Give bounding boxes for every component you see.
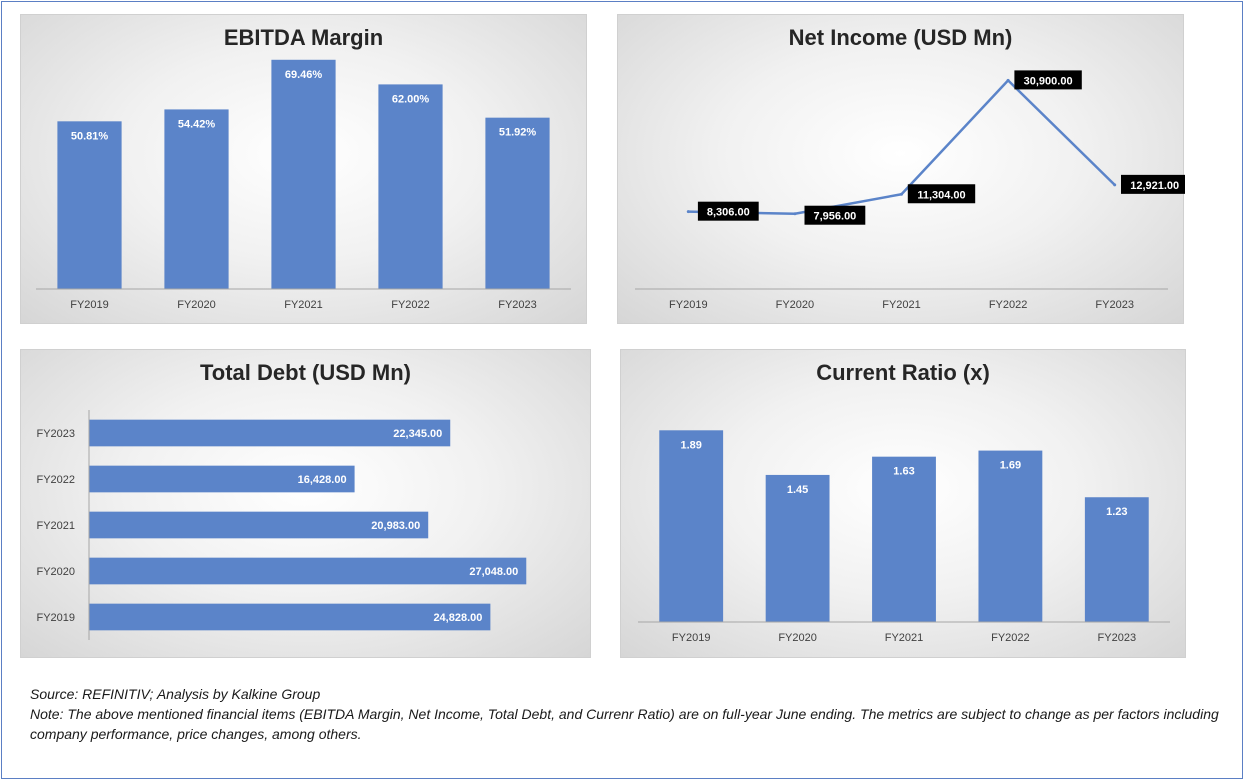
data-label-fy2021: 1.63 bbox=[893, 466, 914, 478]
data-label-fy2023: 1.23 bbox=[1106, 506, 1127, 518]
y-tick-fy2021: FY2021 bbox=[36, 520, 75, 532]
ebitda-margin-plot: 50.81% FY2019 54.42% FY2020 69.46% FY2021 62.0… bbox=[36, 59, 571, 311]
notes: Source: REFINITIV; Analysis by Kalkine G… bbox=[30, 684, 1230, 744]
data-label-box-fy2023 bbox=[1121, 174, 1185, 194]
bar-fy2021 bbox=[872, 456, 936, 622]
data-label-fy2022: 30,900.00 bbox=[1024, 75, 1073, 87]
x-tick-fy2023: FY2023 bbox=[1098, 632, 1137, 644]
point-fy2021 bbox=[900, 192, 903, 196]
bar-fy2020 bbox=[89, 557, 527, 585]
x-tick-fy2021: FY2021 bbox=[882, 299, 921, 311]
bar-fy2022 bbox=[978, 450, 1043, 622]
data-label-fy2020: 54.42% bbox=[178, 118, 216, 130]
x-tick-fy2022: FY2022 bbox=[989, 299, 1028, 311]
bar-fy2021 bbox=[271, 59, 336, 290]
source-note: Source: REFINITIV; Analysis by Kalkine G… bbox=[30, 686, 321, 702]
data-label-box-fy2020 bbox=[804, 205, 866, 225]
bar-fy2020 bbox=[164, 109, 229, 289]
y-tick-fy2020: FY2020 bbox=[36, 566, 75, 578]
y-tick-fy2022: FY2022 bbox=[36, 474, 75, 486]
data-label-box-fy2021 bbox=[907, 184, 976, 204]
x-tick-fy2019: FY2019 bbox=[672, 632, 711, 644]
data-label-fy2021: 20,983.00 bbox=[371, 520, 420, 532]
data-label-fy2023: 12,921.00 bbox=[1130, 180, 1179, 192]
data-label-box-fy2022 bbox=[1014, 70, 1082, 90]
data-label-fy2019: 8,306.00 bbox=[707, 207, 750, 219]
bar-fy2022 bbox=[89, 465, 355, 493]
bar-fy2021 bbox=[89, 511, 429, 539]
chart-title: Net Income (USD Mn) bbox=[788, 25, 1013, 50]
current-ratio-plot: 1.89 FY2019 1.45 FY2020 1.63 FY2021 1.69 FY2022… bbox=[638, 430, 1170, 644]
data-label-fy2023: 22,345.00 bbox=[393, 428, 442, 440]
y-tick-fy2019: FY2019 bbox=[36, 612, 75, 624]
x-tick-fy2023: FY2023 bbox=[1095, 299, 1134, 311]
x-tick-fy2022: FY2022 bbox=[991, 632, 1030, 644]
point-fy2023 bbox=[1113, 183, 1117, 187]
data-label-box-fy2019 bbox=[697, 201, 759, 221]
bar-fy2023 bbox=[1084, 497, 1149, 622]
disclaimer-note: Note: The above mentioned financial item… bbox=[30, 706, 1219, 742]
x-tick-fy2020: FY2020 bbox=[177, 299, 216, 311]
data-label-fy2019: 1.89 bbox=[680, 439, 701, 451]
x-tick-fy2020: FY2020 bbox=[776, 299, 815, 311]
bar-fy2019 bbox=[659, 430, 724, 622]
point-fy2019 bbox=[686, 210, 690, 214]
bar-fy2020 bbox=[765, 474, 830, 622]
x-tick-fy2019: FY2019 bbox=[70, 299, 109, 311]
y-tick-fy2023: FY2023 bbox=[36, 428, 75, 440]
ebitda-margin-chart: EBITDA Margin 50.81% FY2019 54.42% FY2020 69… bbox=[20, 14, 587, 324]
point-fy2022 bbox=[1006, 78, 1010, 82]
data-label-fy2020: 7,956.00 bbox=[813, 211, 856, 223]
x-tick-fy2022: FY2022 bbox=[391, 299, 430, 311]
chart-title: EBITDA Margin bbox=[223, 25, 384, 50]
bar-fy2022 bbox=[378, 84, 443, 290]
data-label-fy2020: 1.45 bbox=[787, 484, 808, 496]
bar-fy2023 bbox=[89, 419, 451, 447]
data-label-fy2022: 1.69 bbox=[1000, 460, 1021, 472]
data-label-fy2019: 24,828.00 bbox=[433, 612, 482, 624]
x-tick-fy2023: FY2023 bbox=[498, 299, 537, 311]
net-income-chart: Net Income (USD Mn) 8,306.00 FY2019 7,956.… bbox=[617, 14, 1185, 324]
data-label-fy2021: 11,304.00 bbox=[917, 189, 965, 201]
x-tick-fy2020: FY2020 bbox=[778, 632, 817, 644]
data-label-fy2022: 16,428.00 bbox=[298, 474, 347, 486]
bar-fy2023 bbox=[485, 117, 550, 289]
net-income-plot: 8,306.00 FY2019 7,956.00 FY2020 11,304.00 FY2… bbox=[635, 70, 1185, 311]
chart-title: Total Debt (USD Mn) bbox=[199, 360, 411, 385]
current-ratio-chart: Current Ratio (x) 1.89 FY2019 1.45 FY2020 1.… bbox=[620, 349, 1186, 658]
total-debt-chart: Total Debt (USD Mn) 24,828.00 FY2019 27,04… bbox=[20, 349, 591, 658]
bar-fy2019 bbox=[57, 121, 122, 290]
data-label-fy2020: 27,048.00 bbox=[469, 566, 518, 578]
x-tick-fy2021: FY2021 bbox=[885, 632, 924, 644]
data-label-fy2021: 69.46% bbox=[285, 69, 323, 81]
x-tick-fy2019: FY2019 bbox=[669, 299, 708, 311]
data-label-fy2023: 51.92% bbox=[499, 127, 537, 139]
data-label-fy2019: 50.81% bbox=[71, 130, 109, 142]
chart-title: Current Ratio (x) bbox=[816, 360, 990, 385]
point-fy2020 bbox=[793, 212, 797, 216]
x-tick-fy2021: FY2021 bbox=[284, 299, 323, 311]
total-debt-plot: 24,828.00 FY2019 27,048.00 FY2020 20,983.00 F… bbox=[36, 410, 527, 640]
data-label-fy2022: 62.00% bbox=[392, 93, 430, 105]
bar-fy2019 bbox=[89, 603, 491, 631]
